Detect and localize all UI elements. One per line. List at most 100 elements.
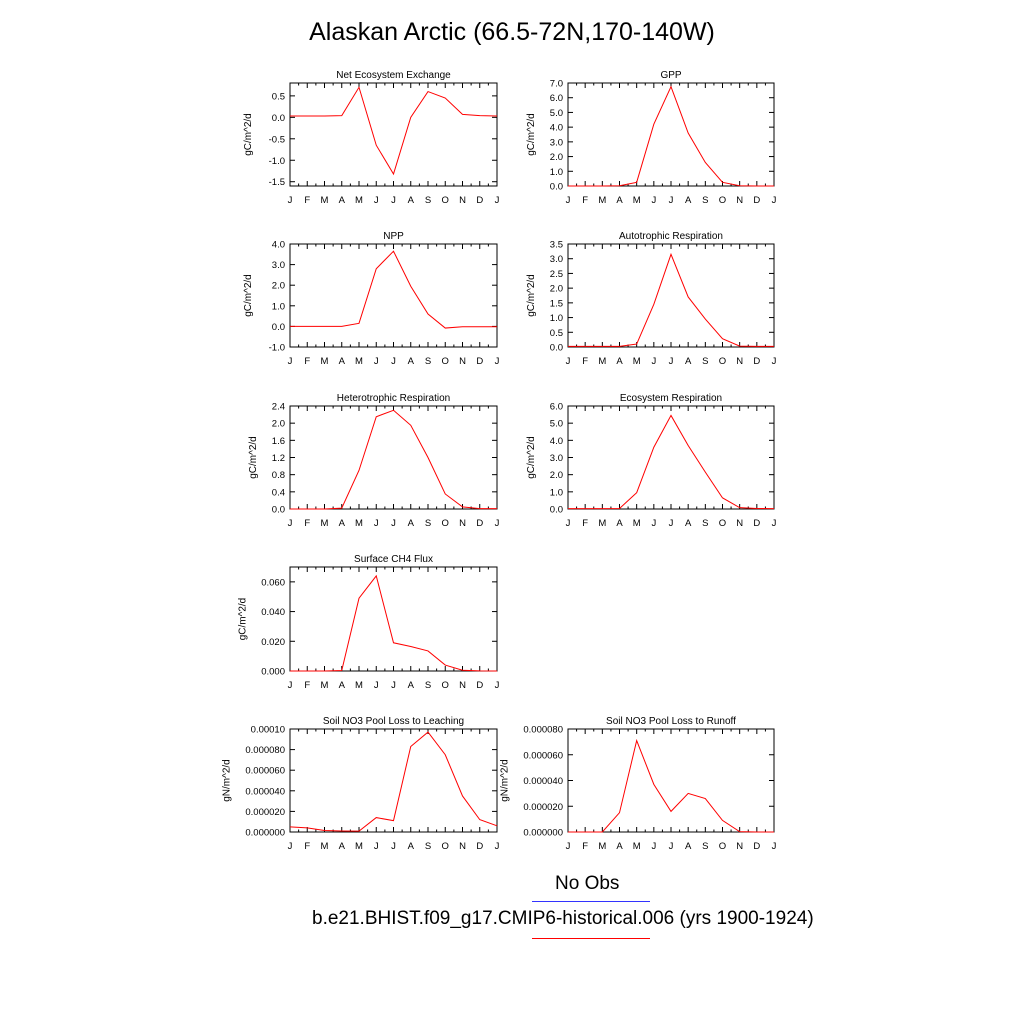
x-tick-label: J <box>669 841 674 852</box>
x-tick-label: D <box>476 518 483 529</box>
x-tick-label: D <box>753 841 760 852</box>
x-tick-label: O <box>442 680 449 691</box>
y-tick-label: 1.0 <box>550 487 563 498</box>
y-tick-label: 0.0 <box>272 505 285 516</box>
series-line-1 <box>290 250 497 329</box>
y-tick-label: 6.0 <box>550 93 563 104</box>
x-tick-label: F <box>304 195 310 206</box>
x-tick-label: J <box>495 518 500 529</box>
x-tick-label: J <box>651 195 656 206</box>
y-tick-label: 0.020 <box>261 637 285 648</box>
x-tick-label: M <box>633 356 641 367</box>
y-tick-label: 3.5 <box>550 240 563 251</box>
panel-title: NPP <box>383 231 404 242</box>
x-tick-label: M <box>321 680 329 691</box>
y-tick-label: 3.0 <box>550 137 563 148</box>
x-tick-label: J <box>288 680 293 691</box>
x-tick-label: J <box>495 680 500 691</box>
y-tick-label: 3.0 <box>272 260 285 271</box>
y-tick-label: 0.0 <box>550 182 563 193</box>
x-tick-label: J <box>495 356 500 367</box>
x-tick-label: A <box>685 841 692 852</box>
x-tick-label: A <box>339 518 346 529</box>
plot-frame <box>289 405 498 510</box>
x-tick-label: A <box>616 518 623 529</box>
x-tick-label: F <box>582 195 588 206</box>
y-tick-label: 2.0 <box>272 281 285 292</box>
y-axis-label: gC/m^2/d <box>526 274 537 317</box>
x-tick-label: N <box>459 195 466 206</box>
main-title: Alaskan Arctic (66.5-72N,170-140W) <box>309 18 715 46</box>
x-tick-label: S <box>425 195 431 206</box>
x-tick-label: S <box>702 356 708 367</box>
x-tick-label: J <box>374 841 379 852</box>
chart-panel-2: J F M A M J J A S O N D J0.01.02.03.04.05.06.07.0GPP… <box>526 70 777 206</box>
y-tick-label: 2.5 <box>550 269 563 280</box>
x-tick-label: A <box>408 356 415 367</box>
x-tick-label: S <box>702 195 708 206</box>
y-tick-label: 2.0 <box>272 419 285 430</box>
y-axis-label: gC/m^2/d <box>248 436 259 479</box>
legend-model-line <box>532 938 650 939</box>
y-tick-label: 0.0 <box>550 505 563 516</box>
y-tick-label: 0.000080 <box>245 745 285 756</box>
x-tick-label: F <box>304 680 310 691</box>
plot-frame <box>567 82 775 187</box>
x-tick-label: A <box>339 841 346 852</box>
chart-panel-6: J F M A M J J A S O N D J0.01.02.03.04.05.06.0Ecosys… <box>526 393 777 529</box>
y-tick-label: 0.000040 <box>245 786 285 797</box>
x-tick-label: D <box>753 356 760 367</box>
x-tick-label: D <box>476 356 483 367</box>
y-axis-label: gC/m^2/d <box>243 113 254 156</box>
legend-obs-label: No Obs <box>555 873 620 894</box>
x-tick-label: S <box>425 680 431 691</box>
x-tick-label: D <box>476 841 483 852</box>
x-tick-label: S <box>702 518 708 529</box>
x-tick-label: J <box>772 518 777 529</box>
x-tick-label: S <box>425 841 431 852</box>
x-tick-label: O <box>442 195 449 206</box>
x-tick-label: M <box>321 356 329 367</box>
x-tick-label: J <box>566 841 571 852</box>
y-tick-label: 0.0 <box>272 113 285 124</box>
x-tick-label: J <box>391 356 396 367</box>
y-tick-label: 0.000040 <box>523 776 563 787</box>
plot-frame <box>567 405 775 510</box>
x-tick-label: N <box>459 680 466 691</box>
x-tick-label: J <box>374 356 379 367</box>
series-line-1 <box>290 574 498 672</box>
x-tick-label: O <box>442 518 449 529</box>
x-tick-label: M <box>321 518 329 529</box>
x-tick-label: M <box>598 518 606 529</box>
x-tick-label: A <box>616 841 623 852</box>
y-tick-label: 7.0 <box>550 79 563 90</box>
y-tick-label: -1.5 <box>269 177 285 188</box>
x-tick-label: J <box>651 356 656 367</box>
x-tick-label: N <box>736 841 743 852</box>
y-tick-label: -1.0 <box>269 156 285 167</box>
y-tick-label: 1.0 <box>272 301 285 312</box>
x-tick-label: J <box>651 518 656 529</box>
x-tick-label: J <box>391 195 396 206</box>
y-tick-label: 2.0 <box>550 470 563 481</box>
y-tick-label: 0.5 <box>550 328 563 339</box>
x-tick-label: A <box>685 195 692 206</box>
plot-frame <box>289 243 498 348</box>
series-line-1 <box>289 731 498 832</box>
y-tick-label: 1.0 <box>550 313 563 324</box>
x-tick-label: J <box>772 195 777 206</box>
y-tick-label: 6.0 <box>550 402 563 413</box>
y-tick-label: 1.2 <box>272 453 285 464</box>
x-tick-label: N <box>459 841 466 852</box>
x-tick-label: M <box>598 356 606 367</box>
x-tick-label: D <box>476 680 483 691</box>
x-tick-label: M <box>355 841 363 852</box>
x-tick-label: J <box>772 841 777 852</box>
x-tick-label: A <box>339 680 346 691</box>
x-tick-label: M <box>355 195 363 206</box>
x-tick-label: M <box>355 518 363 529</box>
x-tick-label: N <box>736 356 743 367</box>
x-tick-label: M <box>633 841 641 852</box>
x-tick-label: O <box>442 841 449 852</box>
y-tick-label: 0.5 <box>272 91 285 102</box>
